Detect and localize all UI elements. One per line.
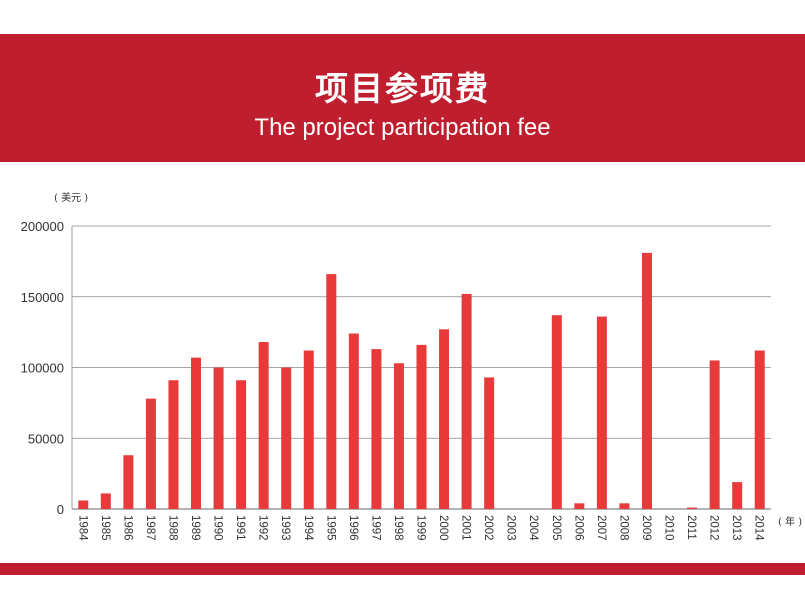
- bar-1993: [281, 367, 292, 509]
- x-tick-label: 2008: [617, 515, 629, 541]
- x-tick-label: 1995: [324, 515, 336, 541]
- x-tick-label: 2009: [640, 515, 652, 541]
- x-tick-label: 2003: [505, 515, 517, 541]
- x-tick-label: 1993: [279, 515, 291, 541]
- header-banner: 项目参项费 The project participation fee: [0, 34, 805, 162]
- x-tick-label: 1986: [121, 515, 133, 541]
- x-tick-label: 2006: [572, 515, 584, 541]
- x-tick-label: 2010: [663, 515, 675, 541]
- bar-1988: [168, 380, 179, 509]
- y-tick-label: 150000: [21, 290, 64, 305]
- x-tick-label: 1992: [257, 515, 269, 541]
- bar-2009: [641, 252, 652, 509]
- x-tick-label: 1987: [144, 515, 156, 541]
- x-tick-label: 1991: [234, 515, 246, 541]
- bar-1989: [191, 357, 202, 509]
- x-tick-label: 1984: [76, 515, 88, 541]
- bar-1992: [258, 342, 269, 509]
- x-tick-label: 1998: [392, 515, 404, 541]
- chart-subtitle: The project participation fee: [254, 114, 551, 141]
- x-tick-label: 1990: [212, 515, 224, 541]
- y-tick-label: 50000: [28, 431, 64, 446]
- footer-bar: [0, 563, 805, 575]
- bars: [78, 252, 765, 509]
- y-tick-label: 0: [57, 502, 64, 517]
- bar-1995: [326, 274, 337, 509]
- x-tick-label: 2001: [460, 515, 472, 541]
- bar-1994: [303, 350, 314, 509]
- bar-1984: [78, 500, 89, 509]
- x-tick-label: 1989: [189, 515, 201, 541]
- x-tick-label: 2005: [550, 515, 562, 541]
- bar-1986: [123, 455, 134, 509]
- x-tick-label: 2014: [753, 515, 765, 541]
- x-axis-ticks: 1984 1985 1986 1987 1988 1989 1990 1991 1992 1993…: [76, 515, 764, 541]
- x-tick-label: 2000: [437, 515, 449, 541]
- bar-2005: [551, 315, 562, 509]
- bar-2002: [484, 377, 495, 509]
- x-tick-label: 1985: [99, 515, 111, 541]
- bar-2013: [732, 482, 743, 509]
- bar-2011: [687, 507, 698, 509]
- bar-2000: [439, 329, 450, 509]
- bar-1997: [371, 349, 382, 509]
- x-tick-label: 2012: [708, 515, 720, 541]
- bar-1999: [416, 344, 427, 509]
- x-tick-label: 1999: [415, 515, 427, 541]
- bar-2008: [619, 503, 630, 509]
- chart-title: 项目参项费: [315, 69, 490, 108]
- x-tick-label: 2011: [685, 515, 697, 540]
- bar-2007: [596, 316, 607, 509]
- bar-1991: [236, 380, 247, 509]
- x-tick-label: 1988: [166, 515, 178, 541]
- y-tick-label: 100000: [21, 361, 64, 376]
- bar-2014: [754, 350, 765, 509]
- x-axis-unit-label: ( 年 ): [778, 515, 802, 528]
- x-tick-label: 2013: [730, 515, 742, 541]
- x-tick-label: 1994: [302, 515, 314, 541]
- x-tick-label: 2007: [595, 515, 607, 541]
- bar-2006: [574, 503, 585, 509]
- x-tick-label: 2002: [482, 515, 494, 541]
- x-tick-label: 1996: [347, 515, 359, 541]
- y-axis-ticks: 0 50000 100000 150000 200000: [21, 219, 64, 517]
- bar-1985: [100, 493, 111, 509]
- bar-1990: [213, 367, 224, 509]
- bar-1996: [348, 333, 359, 509]
- bar-1998: [393, 363, 404, 509]
- y-axis-unit-label: ( 美元 ): [54, 191, 88, 204]
- bar-2012: [709, 360, 720, 509]
- grid-lines: [71, 225, 771, 510]
- bar-1987: [145, 398, 156, 509]
- y-tick-label: 200000: [21, 219, 64, 234]
- x-tick-label: 2004: [527, 515, 539, 541]
- x-tick-label: 1997: [369, 515, 381, 541]
- bar-2001: [461, 293, 472, 509]
